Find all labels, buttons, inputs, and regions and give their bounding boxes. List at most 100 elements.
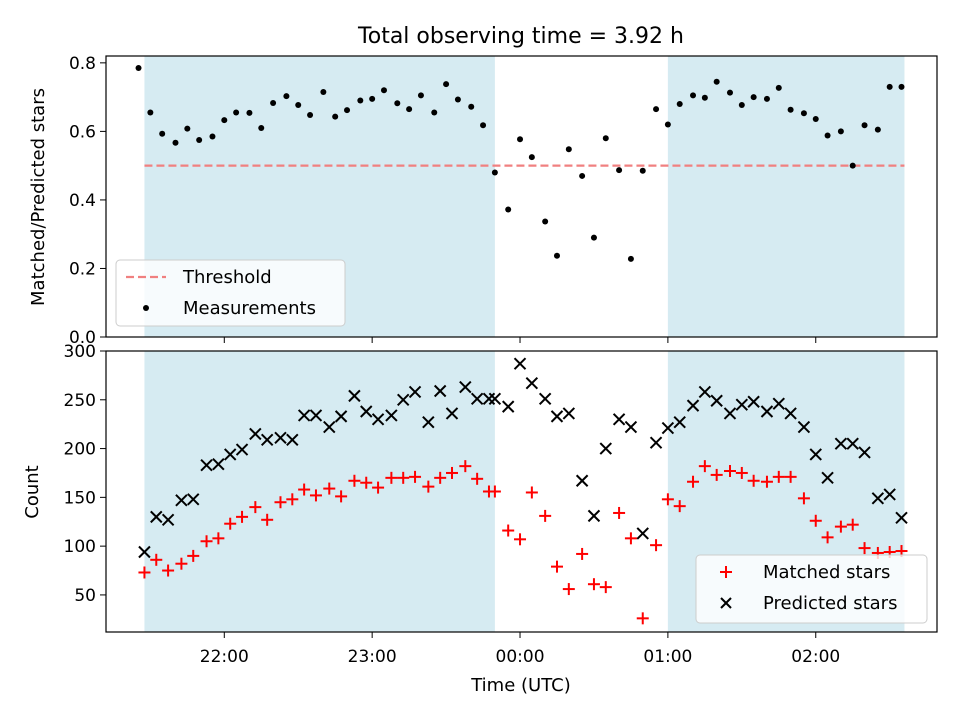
y-tick-label: 0.4 <box>69 191 96 211</box>
measurement-point <box>553 252 560 259</box>
matched-star-point <box>562 583 575 596</box>
y-tick-label: 100 <box>64 537 96 557</box>
predicted-star-point <box>297 409 311 422</box>
measurement-point <box>787 106 794 113</box>
measurement-point <box>320 88 327 95</box>
measurement-point <box>233 109 240 116</box>
top-y-axis-label: Matched/Predicted stars <box>28 88 49 306</box>
bottom-plot-frame <box>105 350 938 633</box>
legend-measurements-label: Measurements <box>183 298 316 319</box>
measurement-point <box>824 132 831 139</box>
measurement-point <box>874 126 881 133</box>
measurement-point <box>172 139 179 146</box>
measurement-point <box>590 234 597 241</box>
measurement-point <box>579 172 586 179</box>
legend-matched-swatch <box>720 566 732 578</box>
predicted-star-point <box>249 427 262 441</box>
predicted-star-point <box>895 511 908 525</box>
measurement-point <box>196 136 203 143</box>
measurement-point <box>690 92 697 99</box>
predicted-star-point <box>488 392 502 406</box>
measurement-point <box>369 95 376 102</box>
matched-star-point <box>576 547 589 560</box>
matched-star-point <box>539 509 552 522</box>
measurement-point <box>676 100 683 107</box>
matched-star-point <box>286 493 299 506</box>
predicted-star-point <box>883 488 896 501</box>
chart-title: Total observing time = 3.92 h <box>357 24 684 49</box>
matched-star-point <box>821 531 834 544</box>
predicted-star-point <box>501 400 515 413</box>
x-tick-label: 02:00 <box>791 647 840 667</box>
predicted-star-point <box>550 410 564 423</box>
measurement-point <box>713 78 720 85</box>
measurement-point <box>837 128 844 135</box>
predicted-star-point <box>710 394 723 407</box>
matched-star-point <box>834 520 847 533</box>
predicted-star-point <box>482 392 496 406</box>
measurement-point <box>344 107 351 114</box>
matched-star-point <box>372 481 385 494</box>
x-axis-label: Time (UTC) <box>470 675 571 696</box>
measurement-point <box>246 109 253 116</box>
predicted-star-point <box>200 458 213 472</box>
predicted-star-point <box>323 420 336 434</box>
matched-star-point <box>525 486 538 499</box>
predicted-star-point <box>747 395 760 408</box>
predicted-star-point <box>846 437 859 450</box>
predicted-star-point <box>649 436 663 449</box>
predicted-star-point <box>422 416 435 429</box>
legend-predicted-swatch <box>720 597 732 609</box>
measurement-point <box>726 89 733 96</box>
predicted-star-point <box>858 446 871 459</box>
matched-star-point <box>846 518 859 531</box>
matched-star-point <box>360 476 373 489</box>
measurement-point <box>701 94 708 101</box>
measurement-point <box>380 87 387 94</box>
matched-star-point <box>187 549 200 562</box>
matched-star-point <box>514 533 527 546</box>
matched-star-point <box>772 470 785 483</box>
matched-star-point <box>698 460 711 473</box>
predicted-star-point <box>348 389 361 403</box>
measurement-point <box>468 103 475 110</box>
predicted-star-point <box>624 420 638 434</box>
matched-star-point <box>723 465 736 478</box>
matched-star-point <box>710 468 723 481</box>
predicted-star-point <box>212 457 225 471</box>
measurement-point <box>221 117 228 124</box>
measurement-point <box>800 110 807 117</box>
predicted-star-point <box>809 448 822 461</box>
predicted-star-point <box>661 421 675 435</box>
predicted-star-point <box>760 405 774 418</box>
predicted-star-point <box>686 399 700 412</box>
measurement-point <box>258 124 265 131</box>
measurement-point <box>861 122 868 129</box>
predicted-star-point <box>445 407 459 420</box>
matched-star-point <box>200 535 213 548</box>
matched-star-point <box>335 490 348 503</box>
measurement-point <box>639 167 646 174</box>
matched-star-point <box>760 475 773 488</box>
predicted-star-point <box>723 407 737 420</box>
measurement-point <box>738 102 745 109</box>
matched-star-point <box>150 553 163 566</box>
predicted-star-point <box>599 442 612 455</box>
matched-star-point <box>236 510 249 523</box>
y-tick-label: 50 <box>74 586 96 606</box>
measurement-point <box>147 109 154 116</box>
predicted-star-point <box>260 433 274 446</box>
y-tick-label: 0.6 <box>69 122 96 142</box>
measurement-point <box>135 64 142 71</box>
measurement-point <box>627 255 634 262</box>
predicted-star-point <box>772 397 785 410</box>
measurement-point <box>332 113 339 120</box>
measurement-point <box>775 84 782 91</box>
shaded-interval <box>667 56 905 337</box>
measurement-point <box>602 135 609 142</box>
matched-star-point <box>650 539 663 552</box>
matched-star-point <box>636 612 649 625</box>
predicted-star-point <box>797 420 811 434</box>
measurement-point <box>528 154 535 161</box>
legend-measurements-swatch <box>143 305 149 311</box>
